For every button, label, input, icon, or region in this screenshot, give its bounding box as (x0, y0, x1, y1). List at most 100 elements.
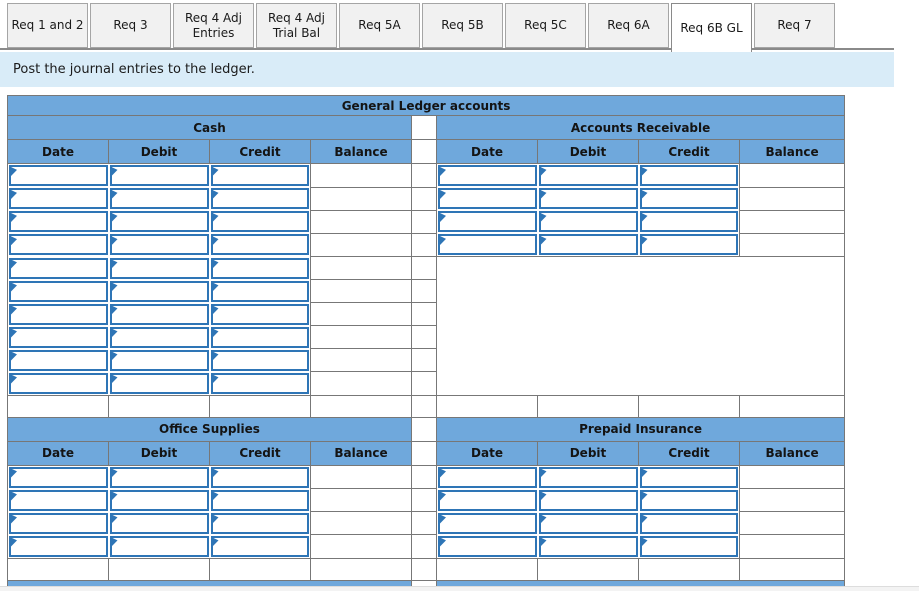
input-box[interactable] (639, 466, 738, 488)
prepaid-insurance-debit-input-cell[interactable] (537, 488, 639, 512)
input-box[interactable] (9, 372, 108, 394)
cash-credit-input-cell[interactable] (209, 256, 311, 280)
tab-req-7[interactable]: Req 7 (754, 3, 835, 48)
input-box[interactable] (9, 165, 108, 186)
input-box[interactable] (210, 211, 309, 232)
input-box[interactable] (9, 326, 108, 348)
office-supplies-date-input-cell[interactable] (7, 534, 109, 558)
tab-req-4-adj-trial-bal[interactable]: Req 4 Adj Trial Bal (256, 3, 337, 48)
input-box[interactable] (109, 512, 209, 534)
accounts-receivable-date-input-cell[interactable] (436, 187, 538, 210)
input-box[interactable] (9, 257, 108, 279)
tab-req-6a[interactable]: Req 6A (588, 3, 669, 48)
accounts-receivable-debit-input-cell[interactable] (537, 210, 639, 233)
prepaid-insurance-date-input-cell[interactable] (436, 488, 538, 512)
input-box[interactable] (210, 188, 309, 209)
tab-req-3[interactable]: Req 3 (90, 3, 171, 48)
cash-debit-input-cell[interactable] (108, 302, 210, 326)
input-box[interactable] (9, 234, 108, 256)
input-box[interactable] (9, 211, 108, 232)
input-box[interactable] (438, 165, 537, 186)
input-box[interactable] (109, 165, 209, 186)
input-box[interactable] (639, 165, 738, 186)
prepaid-insurance-date-input-cell[interactable] (436, 465, 538, 489)
cash-credit-input-cell[interactable] (209, 371, 311, 395)
input-box[interactable] (538, 489, 638, 511)
cash-date-input-cell[interactable] (7, 233, 109, 257)
input-box[interactable] (210, 326, 309, 348)
input-box[interactable] (210, 257, 309, 279)
input-box[interactable] (109, 234, 209, 256)
prepaid-insurance-credit-input-cell[interactable] (638, 488, 740, 512)
accounts-receivable-credit-input-cell[interactable] (638, 163, 740, 187)
input-box[interactable] (639, 234, 738, 255)
input-box[interactable] (210, 280, 309, 302)
office-supplies-credit-input-cell[interactable] (209, 465, 311, 489)
input-box[interactable] (538, 211, 638, 232)
accounts-receivable-date-input-cell[interactable] (436, 163, 538, 187)
prepaid-insurance-date-input-cell[interactable] (436, 511, 538, 535)
cash-date-input-cell[interactable] (7, 210, 109, 233)
tab-req-5b[interactable]: Req 5B (422, 3, 503, 48)
accounts-receivable-date-input-cell[interactable] (436, 210, 538, 233)
input-box[interactable] (639, 211, 738, 232)
input-box[interactable] (639, 512, 738, 534)
cash-credit-input-cell[interactable] (209, 325, 311, 349)
prepaid-insurance-credit-input-cell[interactable] (638, 534, 740, 558)
accounts-receivable-debit-input-cell[interactable] (537, 163, 639, 187)
input-box[interactable] (9, 466, 108, 488)
cash-credit-input-cell[interactable] (209, 302, 311, 326)
input-box[interactable] (210, 489, 309, 511)
input-box[interactable] (9, 188, 108, 209)
office-supplies-date-input-cell[interactable] (7, 488, 109, 512)
input-box[interactable] (109, 211, 209, 232)
input-box[interactable] (438, 512, 537, 534)
cash-credit-input-cell[interactable] (209, 187, 311, 210)
input-box[interactable] (438, 535, 537, 557)
input-box[interactable] (210, 466, 309, 488)
input-box[interactable] (9, 512, 108, 534)
tab-req-5c[interactable]: Req 5C (505, 3, 586, 48)
office-supplies-credit-input-cell[interactable] (209, 488, 311, 512)
cash-credit-input-cell[interactable] (209, 279, 311, 303)
input-box[interactable] (210, 234, 309, 256)
prepaid-insurance-debit-input-cell[interactable] (537, 465, 639, 489)
input-box[interactable] (538, 512, 638, 534)
input-box[interactable] (109, 280, 209, 302)
accounts-receivable-date-input-cell[interactable] (436, 233, 538, 257)
input-box[interactable] (210, 372, 309, 394)
cash-credit-input-cell[interactable] (209, 348, 311, 372)
input-box[interactable] (109, 188, 209, 209)
input-box[interactable] (438, 234, 537, 255)
input-box[interactable] (109, 535, 209, 557)
input-box[interactable] (109, 303, 209, 325)
input-box[interactable] (9, 303, 108, 325)
prepaid-insurance-credit-input-cell[interactable] (638, 511, 740, 535)
input-box[interactable] (639, 489, 738, 511)
cash-date-input-cell[interactable] (7, 325, 109, 349)
input-box[interactable] (210, 165, 309, 186)
office-supplies-credit-input-cell[interactable] (209, 534, 311, 558)
tab-req-6b-gl[interactable]: Req 6B GL (671, 3, 752, 52)
input-box[interactable] (538, 234, 638, 255)
cash-credit-input-cell[interactable] (209, 233, 311, 257)
accounts-receivable-credit-input-cell[interactable] (638, 210, 740, 233)
prepaid-insurance-debit-input-cell[interactable] (537, 511, 639, 535)
cash-date-input-cell[interactable] (7, 279, 109, 303)
cash-date-input-cell[interactable] (7, 256, 109, 280)
cash-debit-input-cell[interactable] (108, 279, 210, 303)
input-box[interactable] (538, 165, 638, 186)
horizontal-scrollbar-track[interactable] (0, 586, 919, 591)
input-box[interactable] (109, 349, 209, 371)
input-box[interactable] (438, 211, 537, 232)
office-supplies-debit-input-cell[interactable] (108, 511, 210, 535)
input-box[interactable] (109, 466, 209, 488)
input-box[interactable] (109, 257, 209, 279)
tab-req-1-and-2[interactable]: Req 1 and 2 (7, 3, 88, 48)
input-box[interactable] (639, 188, 738, 209)
input-box[interactable] (109, 489, 209, 511)
input-box[interactable] (210, 535, 309, 557)
cash-credit-input-cell[interactable] (209, 163, 311, 187)
office-supplies-date-input-cell[interactable] (7, 465, 109, 489)
tab-req-4-adj-entries[interactable]: Req 4 Adj Entries (173, 3, 254, 48)
